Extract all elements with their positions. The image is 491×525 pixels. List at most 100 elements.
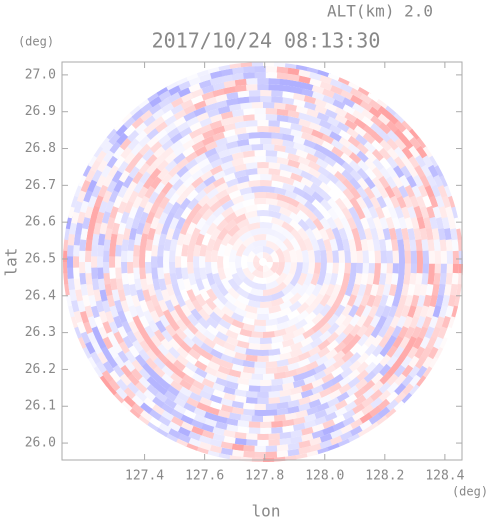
radar-cell [206, 187, 220, 200]
radar-cell [306, 108, 321, 119]
radar-cell [282, 139, 296, 149]
radar-cell [340, 416, 355, 428]
radar-cell [319, 303, 332, 318]
radar-cell [355, 206, 367, 221]
radar-cell [301, 262, 310, 275]
radar-cell [79, 237, 87, 251]
radar-cell [260, 131, 273, 139]
radar-cell [413, 305, 423, 320]
radar-cell [233, 299, 247, 311]
radar-cell [282, 182, 296, 193]
radar-cell [271, 138, 285, 146]
radar-cell [129, 104, 143, 116]
radar-cell [193, 366, 208, 379]
radar-cell [174, 437, 188, 447]
radar-cell [150, 403, 165, 416]
radar-cell [259, 216, 273, 223]
radar-cell [153, 382, 168, 396]
radar-cell [353, 294, 364, 309]
radar-cell [327, 189, 341, 203]
radar-cell [142, 333, 155, 348]
radar-cell [327, 116, 342, 128]
radar-cell [265, 192, 279, 200]
radar-cell [201, 135, 216, 146]
radar-cell [276, 72, 291, 80]
radar-cell [212, 342, 226, 354]
y-tick-label: 26.8 [25, 141, 56, 156]
radar-cell [392, 262, 400, 275]
radar-cell [176, 120, 191, 133]
radar-cell [197, 316, 211, 330]
radar-cell [263, 144, 276, 151]
radar-cell [379, 147, 392, 162]
radar-cell [158, 96, 173, 109]
radar-cell [412, 174, 425, 189]
radar-cell [76, 188, 87, 203]
radar-cell [149, 293, 160, 308]
radar-cell [162, 261, 170, 274]
radar-cell [355, 133, 369, 147]
radar-cell [311, 191, 325, 204]
radar-cell [194, 181, 208, 194]
radar-cell [190, 94, 206, 105]
radar-cell [246, 261, 256, 274]
radar-cell [182, 277, 192, 292]
radar-cell [109, 276, 118, 291]
radar-cell [270, 341, 284, 350]
radar-cell [99, 287, 108, 302]
radar-cell [327, 382, 342, 394]
radar-cell [125, 215, 135, 230]
radar-cell [352, 387, 367, 400]
radar-cell [156, 86, 170, 96]
radar-cell [164, 432, 178, 443]
radar-cell [181, 373, 195, 385]
radar-cell [274, 444, 289, 452]
radar-cell [400, 283, 410, 298]
radar-cell [253, 367, 266, 375]
radar-cell [259, 295, 273, 302]
radar-cell [221, 199, 235, 211]
radar-cell [224, 380, 239, 390]
radar-cell [382, 315, 394, 330]
radar-cell [217, 243, 227, 257]
y-tick-label: 26.3 [25, 325, 56, 340]
radar-cell [127, 319, 139, 334]
radar-cell [407, 384, 420, 397]
radar-cell [152, 107, 167, 120]
radar-cell [369, 315, 381, 329]
radar-cell [299, 426, 314, 436]
radar-cell [206, 237, 216, 252]
radar-cell [202, 417, 217, 428]
radar-cell [219, 359, 234, 370]
radar-cell [274, 186, 288, 196]
radar-cell [242, 156, 256, 164]
radar-cell [339, 367, 353, 380]
radar-cell [413, 346, 426, 361]
radar-cell [79, 271, 87, 285]
radar-cell [335, 179, 348, 193]
radar-cell [194, 152, 209, 164]
radar-cell [203, 372, 218, 383]
radar-cell [143, 121, 158, 135]
radar-cell [134, 232, 143, 246]
radar-cell [307, 160, 322, 172]
radar-cell [191, 87, 206, 99]
radar-cell [220, 305, 234, 318]
radar-cell [97, 243, 104, 257]
radar-cell [179, 413, 194, 425]
radar-cell [433, 347, 444, 361]
radar-cell [338, 77, 352, 87]
radar-cell [334, 323, 347, 337]
radar-cell [99, 135, 111, 149]
radar-cell [86, 226, 95, 240]
radar-cell [139, 266, 147, 280]
radar-cell [288, 435, 303, 445]
radar-cell [338, 262, 345, 275]
radar-cell [230, 443, 244, 451]
radar-cell [354, 304, 366, 319]
radar-cell [374, 250, 382, 264]
radar-cell [356, 250, 364, 263]
radar-cell [284, 103, 299, 112]
radar-cell [121, 111, 134, 124]
radar-cell [176, 232, 186, 246]
